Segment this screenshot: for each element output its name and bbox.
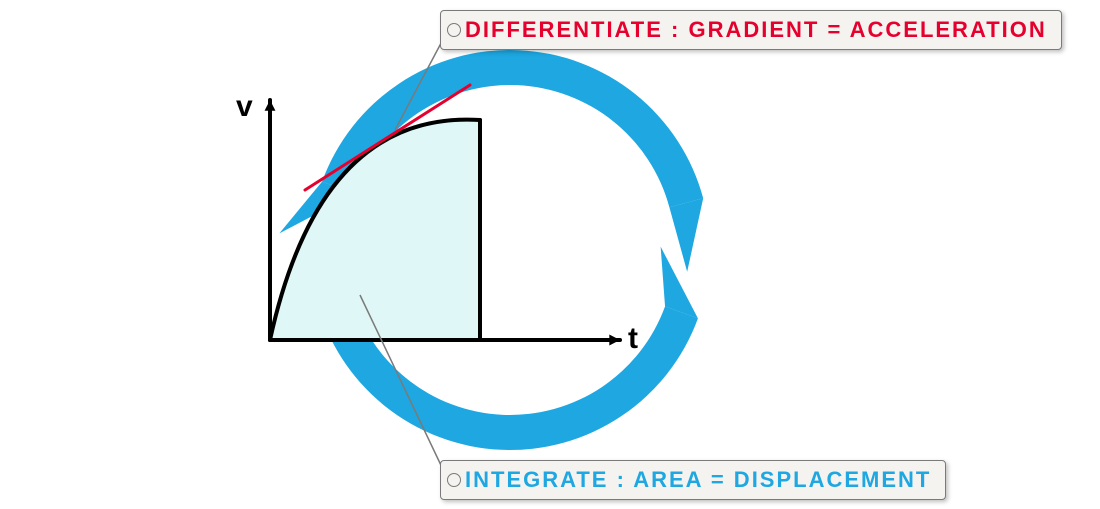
x-axis-label: t bbox=[628, 322, 640, 356]
callout-pin-icon bbox=[447, 473, 461, 487]
y-axis-label: v bbox=[236, 90, 255, 124]
diagram-stage: v t DIFFERENTIATE : GRADIENT = ACCELERAT… bbox=[0, 0, 1100, 509]
top-arc-arrowhead bbox=[669, 198, 703, 272]
differentiate-callout-text: DIFFERENTIATE : GRADIENT = ACCELERATION bbox=[465, 17, 1047, 42]
callout-pin-icon bbox=[447, 23, 461, 37]
integrate-callout: INTEGRATE : AREA = DISPLACEMENT bbox=[440, 460, 946, 500]
y-axis bbox=[265, 100, 276, 340]
diagram-svg bbox=[0, 0, 1100, 509]
integrate-callout-text: INTEGRATE : AREA = DISPLACEMENT bbox=[465, 467, 931, 492]
area-under-curve bbox=[270, 120, 480, 340]
differentiate-callout: DIFFERENTIATE : GRADIENT = ACCELERATION bbox=[440, 10, 1062, 50]
